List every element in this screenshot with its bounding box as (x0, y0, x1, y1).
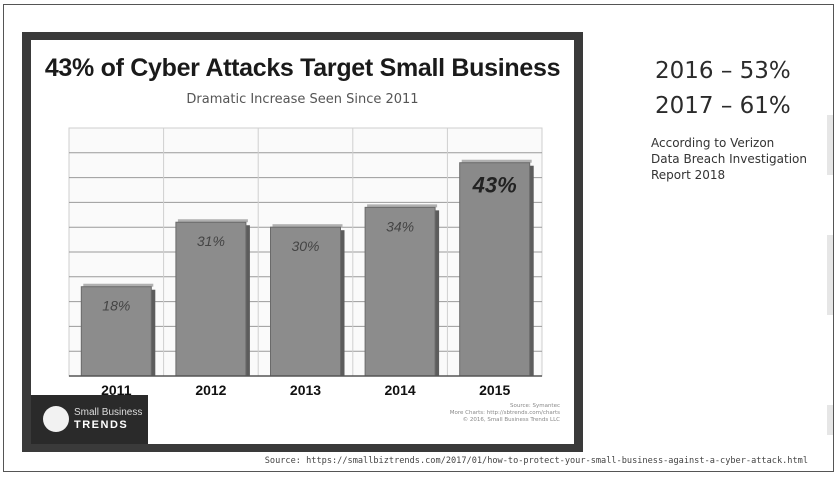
brand-logo: Small Business TRENDS (31, 395, 148, 444)
bar-top (83, 283, 154, 287)
chart-subtitle: Dramatic Increase Seen Since 2011 (186, 92, 419, 107)
bar-chart: 18% 2011 31% 2012 30% 2013 34% 2014 43% 2015 (68, 127, 543, 398)
bar-top (367, 204, 438, 208)
edge-mark (827, 405, 833, 435)
x-tick-label: 2011 (101, 382, 132, 398)
chart-source-line: © 2016, Small Business Trends LLC (462, 417, 560, 423)
chart-source-line: Source: Symantec (509, 403, 560, 409)
x-tick-label: 2015 (479, 382, 510, 398)
source-footer: Source: https://smallbiztrends.com/2017/… (264, 456, 808, 466)
brand-line1: Small Business (74, 407, 143, 418)
attribution-line: Data Breach Investigation (651, 152, 807, 166)
attribution-line: According to Verizon (651, 136, 775, 150)
bar (364, 206, 436, 377)
edge-mark (827, 115, 833, 175)
x-tick-label: 2012 (195, 382, 226, 398)
bar-top (272, 224, 343, 228)
chart-title: 43% of Cyber Attacks Target Small Busine… (44, 54, 561, 82)
brand-circle-icon (43, 406, 69, 432)
chart-area: 43% of Cyber Attacks Target Small Busine… (31, 40, 574, 444)
bar-side (529, 165, 534, 376)
bar-side (245, 225, 250, 376)
bar-top (461, 159, 532, 163)
edge-mark (827, 235, 833, 315)
chart-panel: 43% of Cyber Attacks Target Small Busine… (22, 32, 583, 452)
x-tick-label: 2013 (290, 382, 321, 398)
stat-2016: 2016 – 53% (655, 58, 791, 84)
bar-value-label: 18% (102, 298, 130, 314)
bar (269, 226, 342, 377)
chart-source-line: More Charts: http://sbtrends.com/charts (449, 410, 560, 416)
bar-value-label: 30% (291, 238, 319, 254)
bar (175, 221, 247, 377)
chart-source-note: Source: Symantec More Charts: http://sbt… (410, 403, 560, 424)
x-tick-label: 2014 (385, 382, 416, 398)
brand-line2: TRENDS (74, 419, 129, 431)
bar-side (151, 289, 156, 376)
stat-2017: 2017 – 61% (655, 93, 791, 119)
bar-value-label: 34% (386, 218, 414, 234)
attribution-line: Report 2018 (651, 168, 726, 182)
bar (80, 286, 152, 377)
attribution-text: According to Verizon Data Breach Investi… (651, 135, 831, 183)
bar-side (340, 230, 345, 376)
bar-value-label: 43% (472, 173, 517, 198)
bar-value-label: 31% (197, 233, 225, 249)
bar-top (177, 219, 248, 223)
slide-frame: 43% of Cyber Attacks Target Small Busine… (3, 4, 834, 472)
bar-side (435, 210, 440, 376)
